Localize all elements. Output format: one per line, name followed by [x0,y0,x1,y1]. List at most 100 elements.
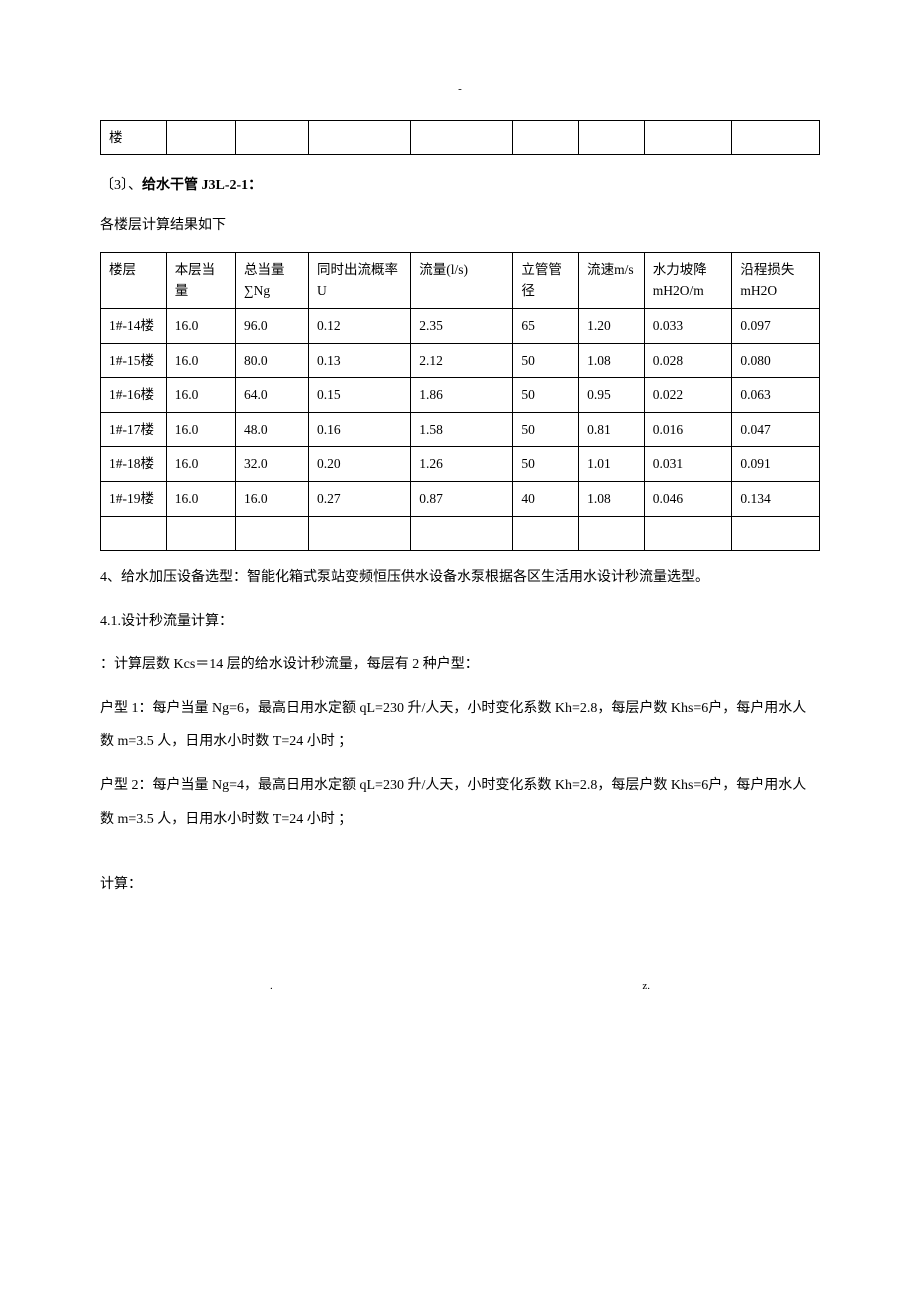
cell-total: 80.0 [236,343,309,378]
cell-flow: 0.87 [411,481,513,516]
fragment-cell [236,120,309,155]
fragment-cell [644,120,732,155]
cell-total: 16.0 [236,481,309,516]
empty-cell [309,516,411,551]
cell-loss: 0.134 [732,481,820,516]
page-marker-top: - [100,80,820,100]
fragment-cell [579,120,645,155]
header-flow: 流量(l/s) [411,252,513,308]
header-diam: 立管管径 [513,252,579,308]
header-loss: 沿程损失mH2O [732,252,820,308]
cell-total: 64.0 [236,378,309,413]
cell-diam: 65 [513,308,579,343]
cell-curr: 16.0 [166,412,235,447]
page-footer: . z. [100,977,820,997]
cell-loss: 0.091 [732,447,820,482]
cell-flow: 1.26 [411,447,513,482]
cell-floor: 1#-16楼 [101,378,167,413]
section-4-intro: 4、给水加压设备选型：智能化箱式泵站变频恒压供水设备水泵根据各区生活用水设计秒流… [100,561,820,595]
cell-vel: 0.81 [579,412,645,447]
section-3-title: 〔3〕、给水干管 J3L-2-1： [100,173,820,198]
cell-flow: 1.86 [411,378,513,413]
fragment-cell [411,120,513,155]
cell-floor: 1#-15楼 [101,343,167,378]
section-3-subtitle: 各楼层计算结果如下 [100,213,820,238]
fragment-cell: 楼 [101,120,167,155]
cell-diam: 40 [513,481,579,516]
section-4-line2: 户型 1：每户当量 Ng=6，最高日用水定额 qL=230 升/人天，小时变化系… [100,692,820,759]
empty-cell [166,516,235,551]
cell-grad: 0.016 [644,412,732,447]
cell-curr: 16.0 [166,481,235,516]
header-floor: 楼层 [101,252,167,308]
cell-flow: 2.12 [411,343,513,378]
cell-total: 96.0 [236,308,309,343]
cell-floor: 1#-17楼 [101,412,167,447]
header-gradient: 水力坡降mH2O/m [644,252,732,308]
section-4-1-title: 4.1.设计秒流量计算： [100,605,820,639]
fragment-cell [513,120,579,155]
cell-prob: 0.16 [309,412,411,447]
fragment-cell [309,120,411,155]
cell-floor: 1#-14楼 [101,308,167,343]
table-row: 1#-18楼 16.0 32.0 0.20 1.26 50 1.01 0.031… [101,447,820,482]
cell-prob: 0.12 [309,308,411,343]
cell-diam: 50 [513,412,579,447]
cell-diam: 50 [513,343,579,378]
empty-cell [732,516,820,551]
main-table: 楼层 本层当量 总当量∑Ng 同时出流概率U 流量(l/s) 立管管径 流速m/… [100,252,820,551]
cell-loss: 0.080 [732,343,820,378]
cell-curr: 16.0 [166,308,235,343]
cell-floor: 1#-19楼 [101,481,167,516]
header-prob: 同时出流概率U [309,252,411,308]
cell-grad: 0.033 [644,308,732,343]
cell-vel: 0.95 [579,378,645,413]
empty-cell [579,516,645,551]
table-row: 1#-19楼 16.0 16.0 0.27 0.87 40 1.08 0.046… [101,481,820,516]
section-4-line1: ：计算层数 Kcs＝14 层的给水设计秒流量，每层有 2 种户型： [100,648,820,682]
table-header-row: 楼层 本层当量 总当量∑Ng 同时出流概率U 流量(l/s) 立管管径 流速m/… [101,252,820,308]
header-velocity: 流速m/s [579,252,645,308]
cell-flow: 2.35 [411,308,513,343]
cell-flow: 1.58 [411,412,513,447]
cell-total: 32.0 [236,447,309,482]
footer-left: . [270,977,273,997]
cell-curr: 16.0 [166,343,235,378]
empty-cell [513,516,579,551]
empty-cell [236,516,309,551]
cell-total: 48.0 [236,412,309,447]
calc-label: 计算： [100,872,820,897]
cell-grad: 0.028 [644,343,732,378]
table-row-empty [101,516,820,551]
table-row: 1#-16楼 16.0 64.0 0.15 1.86 50 0.95 0.022… [101,378,820,413]
empty-cell [411,516,513,551]
cell-vel: 1.01 [579,447,645,482]
cell-diam: 50 [513,378,579,413]
empty-cell [101,516,167,551]
table-row: 楼 [101,120,820,155]
footer-right: z. [642,977,650,997]
fragment-table: 楼 [100,120,820,156]
table-row: 1#-14楼 16.0 96.0 0.12 2.35 65 1.20 0.033… [101,308,820,343]
cell-grad: 0.046 [644,481,732,516]
cell-grad: 0.031 [644,447,732,482]
cell-curr: 16.0 [166,378,235,413]
fragment-cell [732,120,820,155]
table-row: 1#-17楼 16.0 48.0 0.16 1.58 50 0.81 0.016… [101,412,820,447]
cell-floor: 1#-18楼 [101,447,167,482]
cell-prob: 0.27 [309,481,411,516]
cell-prob: 0.13 [309,343,411,378]
cell-loss: 0.047 [732,412,820,447]
empty-cell [644,516,732,551]
cell-prob: 0.15 [309,378,411,413]
cell-vel: 1.08 [579,481,645,516]
cell-loss: 0.063 [732,378,820,413]
header-curr-equiv: 本层当量 [166,252,235,308]
section-4-line3: 户型 2：每户当量 Ng=4，最高日用水定额 qL=230 升/人天，小时变化系… [100,769,820,836]
cell-vel: 1.20 [579,308,645,343]
cell-diam: 50 [513,447,579,482]
table-row: 1#-15楼 16.0 80.0 0.13 2.12 50 1.08 0.028… [101,343,820,378]
cell-vel: 1.08 [579,343,645,378]
cell-prob: 0.20 [309,447,411,482]
cell-curr: 16.0 [166,447,235,482]
